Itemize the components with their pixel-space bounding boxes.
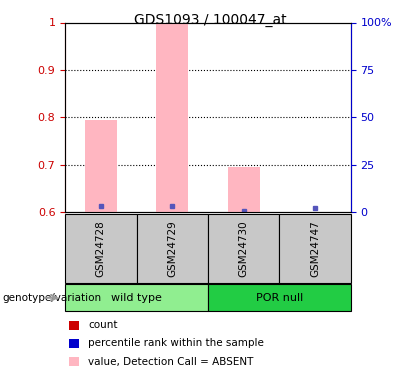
Text: GSM24747: GSM24747 — [310, 220, 320, 277]
Bar — [85, 120, 117, 212]
Bar — [228, 167, 260, 212]
Text: value, Detection Call = ABSENT: value, Detection Call = ABSENT — [88, 357, 254, 366]
Text: count: count — [88, 321, 118, 330]
Text: GSM24729: GSM24729 — [167, 220, 177, 277]
Bar — [156, 22, 188, 212]
Text: genotype/variation: genotype/variation — [2, 293, 101, 303]
Text: wild type: wild type — [111, 293, 162, 303]
Text: GDS1093 / 100047_at: GDS1093 / 100047_at — [134, 13, 286, 27]
Text: GSM24730: GSM24730 — [239, 220, 249, 277]
Text: percentile rank within the sample: percentile rank within the sample — [88, 339, 264, 348]
Text: GSM24728: GSM24728 — [96, 220, 106, 277]
Text: POR null: POR null — [256, 293, 303, 303]
